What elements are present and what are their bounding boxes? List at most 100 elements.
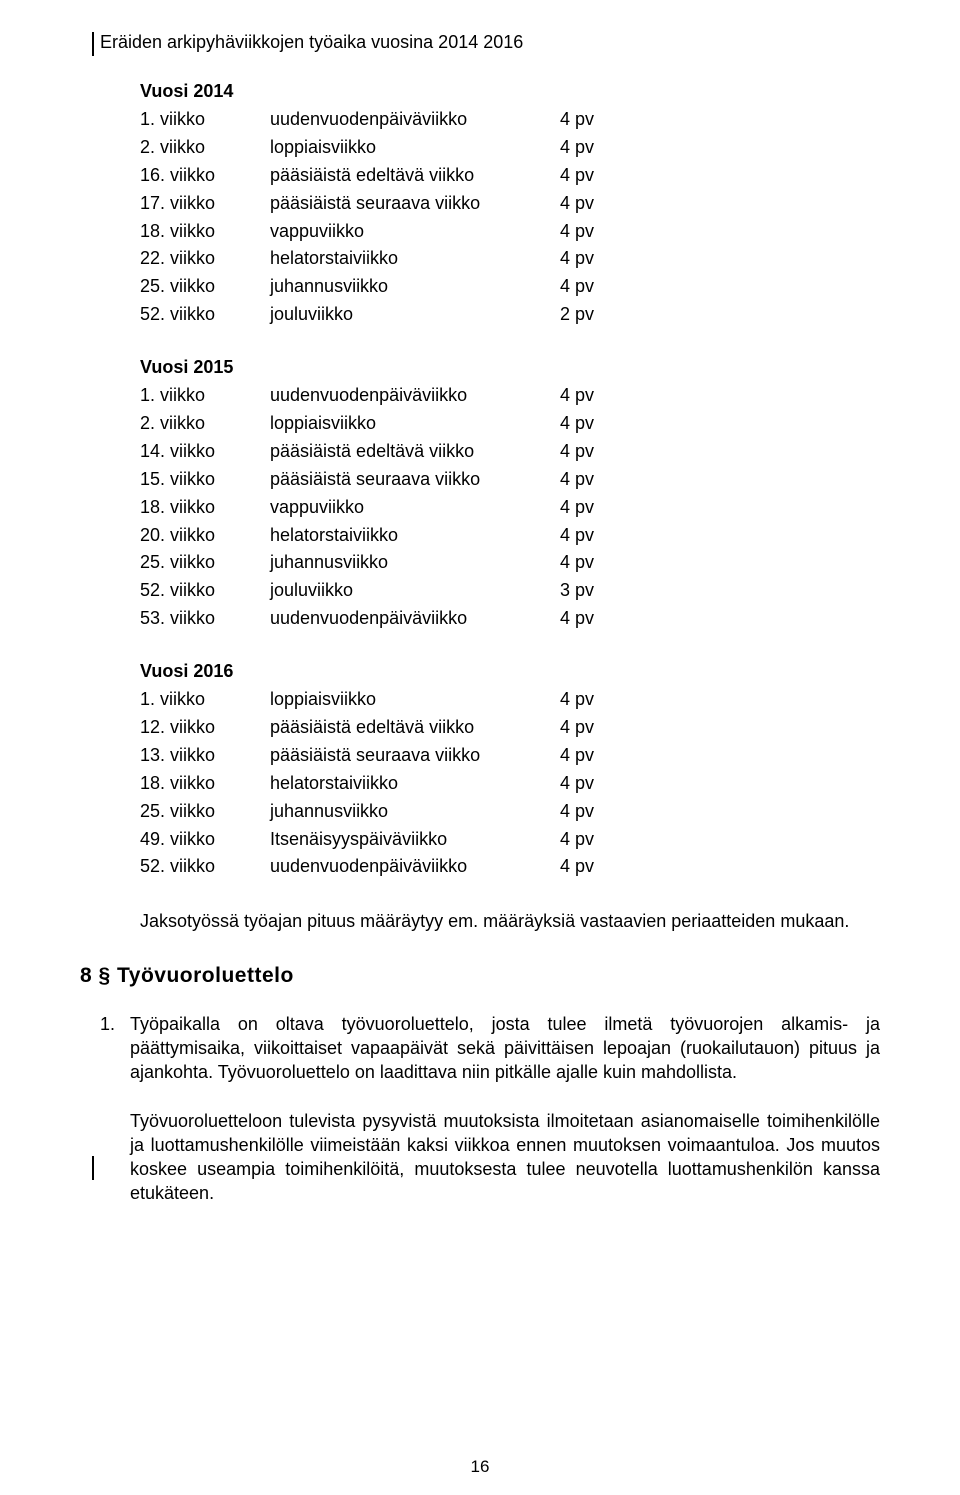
week-description: helatorstaiviikko: [270, 770, 560, 798]
numbered-paragraph: 1. Työpaikalla on oltava työvuoroluettel…: [100, 1012, 880, 1085]
week-number: 18. viikko: [140, 218, 270, 246]
week-description: pääsiäistä seuraava viikko: [270, 190, 560, 218]
week-number: 1. viikko: [140, 106, 270, 134]
year-row: 18. viikkovappuviikko4 pv: [140, 494, 880, 522]
paragraph-text: Työpaikalla on oltava työvuoroluettelo, …: [130, 1012, 880, 1085]
week-days: 4 pv: [560, 162, 620, 190]
year-row: 52. viikkouudenvuodenpäiväviikko4 pv: [140, 853, 880, 881]
week-number: 15. viikko: [140, 466, 270, 494]
paragraph-text: Työvuoroluetteloon tulevista pysyvistä m…: [130, 1109, 880, 1206]
year-block: Vuosi 20161. viikkoloppiaisviikko4 pv12.…: [140, 661, 880, 881]
week-description: pääsiäistä seuraava viikko: [270, 466, 560, 494]
year-row: 1. viikkoloppiaisviikko4 pv: [140, 686, 880, 714]
week-days: 4 pv: [560, 218, 620, 246]
week-number: 1. viikko: [140, 686, 270, 714]
week-description: loppiaisviikko: [270, 134, 560, 162]
week-number: 17. viikko: [140, 190, 270, 218]
week-days: 4 pv: [560, 770, 620, 798]
week-description: helatorstaiviikko: [270, 245, 560, 273]
week-number: 2. viikko: [140, 134, 270, 162]
week-number: 52. viikko: [140, 577, 270, 605]
week-number: 52. viikko: [140, 301, 270, 329]
week-description: Itsenäisyyspäiväviikko: [270, 826, 560, 854]
week-description: pääsiäistä seuraava viikko: [270, 742, 560, 770]
year-row: 22. viikkohelatorstaiviikko4 pv: [140, 245, 880, 273]
week-description: uudenvuodenpäiväviikko: [270, 106, 560, 134]
week-days: 4 pv: [560, 549, 620, 577]
year-row: 25. viikkojuhannusviikko4 pv: [140, 273, 880, 301]
week-description: loppiaisviikko: [270, 686, 560, 714]
week-days: 4 pv: [560, 410, 620, 438]
year-row: 52. viikkojouluviikko3 pv: [140, 577, 880, 605]
week-description: uudenvuodenpäiväviikko: [270, 853, 560, 881]
week-number: 18. viikko: [140, 494, 270, 522]
year-row: 16. viikkopääsiäistä edeltävä viikko4 pv: [140, 162, 880, 190]
year-row: 18. viikkohelatorstaiviikko4 pv: [140, 770, 880, 798]
week-description: juhannusviikko: [270, 273, 560, 301]
year-block: Vuosi 20151. viikkouudenvuodenpäiväviikk…: [140, 357, 880, 633]
week-days: 4 pv: [560, 798, 620, 826]
week-days: 4 pv: [560, 494, 620, 522]
week-days: 4 pv: [560, 134, 620, 162]
week-days: 4 pv: [560, 826, 620, 854]
week-days: 4 pv: [560, 273, 620, 301]
week-number: 18. viikko: [140, 770, 270, 798]
week-description: uudenvuodenpäiväviikko: [270, 382, 560, 410]
week-number: 12. viikko: [140, 714, 270, 742]
jakso-paragraph: Jaksotyössä työajan pituus määräytyy em.…: [140, 909, 880, 933]
week-number: 53. viikko: [140, 605, 270, 633]
week-number: 25. viikko: [140, 273, 270, 301]
week-days: 4 pv: [560, 605, 620, 633]
week-days: 4 pv: [560, 382, 620, 410]
year-row: 15. viikkopääsiäistä seuraava viikko4 pv: [140, 466, 880, 494]
week-days: 4 pv: [560, 466, 620, 494]
year-row: 53. viikkouudenvuodenpäiväviikko4 pv: [140, 605, 880, 633]
page-title: Eräiden arkipyhäviikkojen työaika vuosin…: [100, 32, 880, 53]
week-number: 49. viikko: [140, 826, 270, 854]
week-days: 4 pv: [560, 742, 620, 770]
week-description: uudenvuodenpäiväviikko: [270, 605, 560, 633]
week-description: jouluviikko: [270, 577, 560, 605]
week-number: 1. viikko: [140, 382, 270, 410]
year-row: 25. viikkojuhannusviikko4 pv: [140, 549, 880, 577]
section-heading: 8 § Työvuoroluettelo: [80, 964, 880, 988]
week-number: 52. viikko: [140, 853, 270, 881]
change-bar: [92, 1156, 94, 1180]
year-title: Vuosi 2014: [140, 81, 880, 102]
week-days: 4 pv: [560, 106, 620, 134]
year-block: Vuosi 2014 1. viikkouudenvuodenpäiväviikk…: [140, 81, 880, 329]
document-page: Eräiden arkipyhäviikkojen työaika vuosin…: [0, 0, 960, 1495]
week-number: 25. viikko: [140, 798, 270, 826]
year-row: 1. viikkouudenvuodenpäiväviikko4 pv: [140, 106, 880, 134]
week-description: vappuviikko: [270, 218, 560, 246]
week-description: juhannusviikko: [270, 549, 560, 577]
year-row: 1. viikkouudenvuodenpäiväviikko4 pv: [140, 382, 880, 410]
week-description: loppiaisviikko: [270, 410, 560, 438]
week-days: 2 pv: [560, 301, 620, 329]
week-description: pääsiäistä edeltävä viikko: [270, 714, 560, 742]
week-days: 4 pv: [560, 245, 620, 273]
year-title: Vuosi 2015: [140, 357, 880, 378]
change-bar: [92, 32, 94, 56]
week-number: 2. viikko: [140, 410, 270, 438]
years-container: Vuosi 20141. viikkouudenvuodenpäiväviikk…: [100, 81, 880, 881]
week-description: helatorstaiviikko: [270, 522, 560, 550]
week-number: 14. viikko: [140, 438, 270, 466]
year-row: 14. viikkopääsiäistä edeltävä viikko4 pv: [140, 438, 880, 466]
week-description: vappuviikko: [270, 494, 560, 522]
week-description: pääsiäistä edeltävä viikko: [270, 162, 560, 190]
week-description: pääsiäistä edeltävä viikko: [270, 438, 560, 466]
year-row: 17. viikkopääsiäistä seuraava viikko4 pv: [140, 190, 880, 218]
year-row: 2. viikkoloppiaisviikko4 pv: [140, 134, 880, 162]
week-description: jouluviikko: [270, 301, 560, 329]
week-number: 20. viikko: [140, 522, 270, 550]
week-days: 4 pv: [560, 522, 620, 550]
year-row: 18. viikkovappuviikko4 pv: [140, 218, 880, 246]
paragraph-number: 1.: [100, 1012, 130, 1085]
page-number: 16: [0, 1457, 960, 1477]
year-row: 25. viikkojuhannusviikko4 pv: [140, 798, 880, 826]
week-days: 4 pv: [560, 714, 620, 742]
week-number: 25. viikko: [140, 549, 270, 577]
year-row: 12. viikkopääsiäistä edeltävä viikko4 pv: [140, 714, 880, 742]
week-number: 13. viikko: [140, 742, 270, 770]
